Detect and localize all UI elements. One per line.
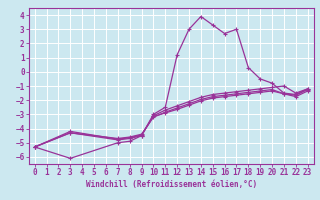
X-axis label: Windchill (Refroidissement éolien,°C): Windchill (Refroidissement éolien,°C): [86, 180, 257, 189]
